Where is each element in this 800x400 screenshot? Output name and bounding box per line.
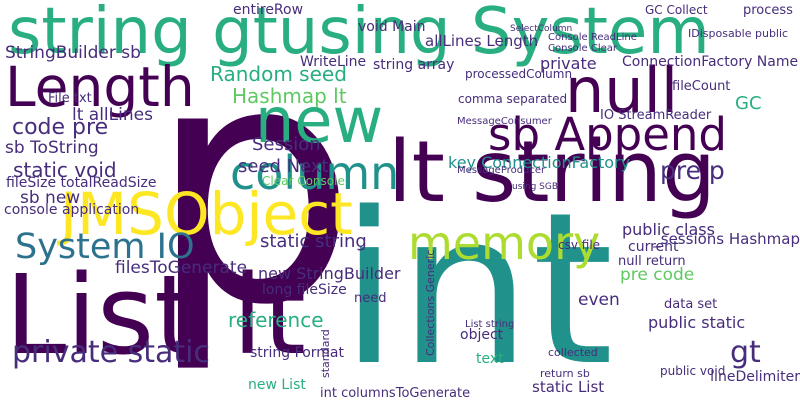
cloud-word: string Format bbox=[250, 345, 344, 361]
cloud-word: new List bbox=[248, 377, 306, 393]
cloud-word: fileSize totalReadSize bbox=[6, 175, 157, 191]
cloud-word: Hashmap lt bbox=[232, 84, 347, 108]
cloud-word: static List bbox=[532, 378, 605, 396]
cloud-word: filesToGenerate bbox=[115, 258, 248, 278]
cloud-word: SelectColumn bbox=[510, 24, 573, 34]
cloud-word: lt allLines bbox=[72, 105, 153, 125]
cloud-word: IO StreamReader bbox=[600, 108, 712, 123]
cloud-word: csv file bbox=[558, 238, 601, 252]
cloud-word: new bbox=[255, 84, 384, 157]
cloud-word: data set bbox=[664, 297, 718, 312]
cloud-word: sb ToString bbox=[5, 138, 99, 158]
cloud-word: private bbox=[540, 54, 597, 73]
cloud-word: MessageConsumer bbox=[457, 116, 552, 127]
cloud-word: key ConnectionFactory bbox=[448, 153, 631, 172]
cloud-word: text bbox=[476, 351, 504, 367]
cloud-word: memory bbox=[408, 216, 601, 270]
cloud-word: p bbox=[148, 0, 358, 377]
cloud-word: public static bbox=[648, 313, 746, 332]
cloud-word: JMSObject bbox=[60, 180, 353, 248]
cloud-word: StringBuilder sb bbox=[5, 43, 141, 63]
cloud-word: entireRow bbox=[233, 2, 304, 18]
cloud-word: using SGB bbox=[512, 182, 559, 192]
cloud-word: object bbox=[460, 327, 504, 343]
cloud-word: comma separated bbox=[458, 92, 568, 106]
cloud-word: process bbox=[743, 3, 793, 18]
cloud-word: fileCount bbox=[672, 79, 731, 94]
cloud-word: Length bbox=[5, 55, 195, 119]
cloud-word: gt bbox=[730, 335, 761, 370]
cloud-word: lineDelimiter bbox=[710, 369, 800, 385]
cloud-word: current bbox=[628, 239, 679, 255]
cloud-word: sb Append bbox=[488, 108, 727, 161]
cloud-word: static string bbox=[260, 231, 367, 252]
cloud-word: new StringBuilder bbox=[258, 264, 401, 283]
cloud-word: _sessions Hashmap bbox=[653, 230, 800, 248]
cloud-word: pre code bbox=[620, 265, 695, 285]
cloud-word: Session bbox=[252, 134, 321, 155]
cloud-word: Random seed bbox=[210, 62, 347, 86]
cloud-word: ConnectionFactory Name bbox=[622, 54, 799, 70]
cloud-word: reference bbox=[228, 308, 324, 332]
cloud-word: return sb bbox=[540, 367, 590, 380]
cloud-word: null return bbox=[618, 254, 686, 269]
cloud-word: WriteLine bbox=[300, 54, 367, 70]
cloud-word: string array bbox=[373, 57, 455, 73]
cloud-word: static void bbox=[13, 158, 117, 182]
cloud-word: code pre bbox=[12, 115, 109, 140]
cloud-word: string gtusing System bbox=[8, 0, 710, 69]
cloud-word: collected bbox=[548, 346, 598, 359]
cloud-word: pre p bbox=[660, 156, 725, 185]
cloud-word: void Main bbox=[358, 19, 426, 35]
cloud-word: standard bbox=[319, 329, 332, 378]
cloud-word: int columnsToGenerate bbox=[320, 386, 471, 400]
cloud-word: console application bbox=[4, 202, 140, 218]
cloud-word: IDisposable public bbox=[688, 27, 789, 40]
cloud-word: private static bbox=[12, 335, 210, 370]
cloud-word: Console ReadLine bbox=[548, 32, 637, 43]
cloud-word: File txt bbox=[48, 91, 92, 106]
cloud-word: Clear Console bbox=[262, 174, 345, 188]
cloud-word: System IO bbox=[15, 227, 195, 267]
cloud-word: long fileSize bbox=[262, 282, 347, 298]
cloud-word: public void bbox=[660, 364, 726, 378]
cloud-word: GC Collect bbox=[645, 3, 708, 17]
cloud-word: even bbox=[578, 290, 620, 310]
cloud-word: seed Next bbox=[238, 156, 329, 177]
cloud-word: null bbox=[565, 54, 679, 127]
cloud-word: column bbox=[230, 146, 400, 200]
cloud-word: need bbox=[354, 291, 387, 306]
cloud-word: MessageProducer bbox=[457, 165, 546, 176]
cloud-word: allLines Length bbox=[425, 32, 539, 50]
cloud-word: processedColumn bbox=[465, 67, 573, 81]
cloud-word: sb new bbox=[20, 188, 81, 208]
cloud-word: int bbox=[340, 167, 614, 400]
cloud-word: List string bbox=[465, 319, 515, 330]
cloud-word: Collections Generic bbox=[424, 249, 437, 356]
cloud-word: lt string bbox=[388, 123, 716, 222]
cloud-word: GC bbox=[735, 93, 762, 114]
cloud-word: List lt bbox=[5, 251, 306, 379]
cloud-word: public class bbox=[622, 220, 715, 239]
cloud-word: Console Clear bbox=[548, 43, 618, 54]
